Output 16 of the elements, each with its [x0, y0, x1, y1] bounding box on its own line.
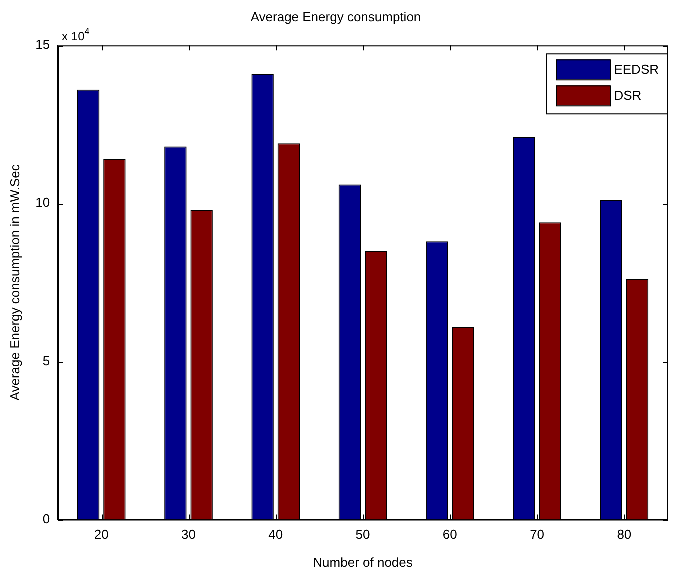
- x-tick-label: 70: [530, 527, 545, 542]
- x-tick-label: 30: [182, 527, 196, 542]
- legend-label: DSR: [614, 88, 642, 104]
- legend-label: EEDSR: [614, 62, 660, 78]
- chart-title: Average Energy consumption: [250, 9, 422, 24]
- x-tick-label: 80: [617, 527, 632, 542]
- x-tick-label: 60: [442, 527, 458, 542]
- x-tick-label: 40: [268, 527, 284, 542]
- y-tick-label: 5: [42, 353, 50, 368]
- x-tick-label: 20: [94, 527, 109, 542]
- y-axis-title: Average Energy consumption in mW.Sec: [7, 164, 22, 401]
- y-tick-label: 10: [36, 195, 50, 210]
- x-tick-label: 50: [356, 527, 370, 542]
- y-tick-label: 0: [42, 511, 50, 526]
- x-axis-title: Number of nodes: [313, 554, 414, 570]
- y-tick-label: 15: [36, 37, 50, 52]
